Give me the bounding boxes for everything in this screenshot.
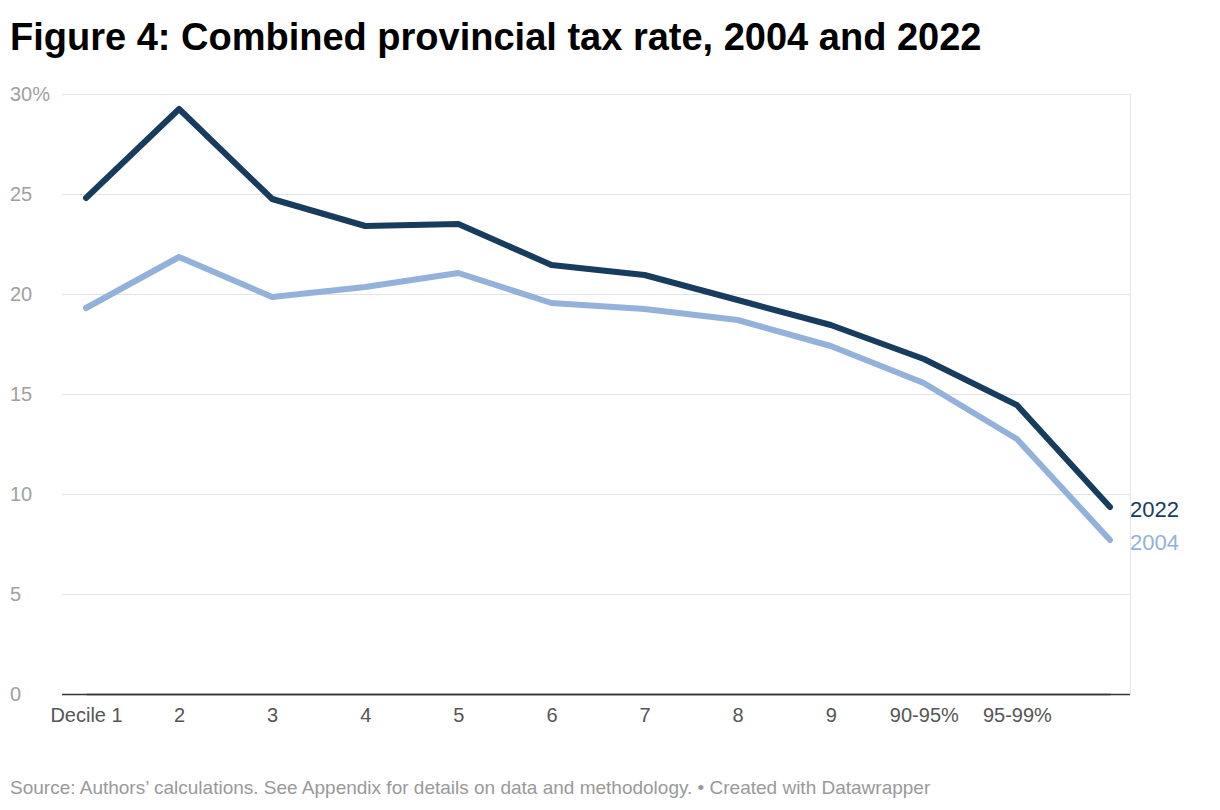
- x-tick-label: 3: [267, 704, 278, 726]
- x-tick: 4: [360, 694, 371, 726]
- x-tick: 9: [826, 694, 837, 726]
- series-label: 2004: [1130, 530, 1179, 555]
- y-tick-label: 20: [10, 283, 32, 305]
- grid-line: [62, 294, 1130, 295]
- x-tick: 3: [267, 694, 278, 726]
- x-tick-label: Decile 1: [50, 704, 122, 726]
- y-tick-label: 30%: [10, 83, 50, 105]
- x-axis: Decile 1 2 3 4 5 6 7 8 9 90-95% 95-99%: [50, 694, 1110, 726]
- chart: Figure 4: Combined provincial tax rate, …: [0, 0, 1220, 810]
- lines: [86, 109, 1110, 540]
- x-tick: 95-99%: [983, 694, 1052, 726]
- x-tick: 8: [733, 694, 744, 726]
- y-tick: 30%: [10, 83, 1130, 105]
- y-tick: 0: [10, 683, 1130, 705]
- series-line: [86, 109, 1110, 507]
- y-tick-label: 10: [10, 483, 32, 505]
- x-axis-line: [87, 694, 1111, 696]
- y-tick: 25: [10, 183, 1130, 205]
- x-tick: 2: [174, 694, 185, 726]
- x-tick-label: 2: [174, 704, 185, 726]
- x-tick-label: 5: [453, 704, 464, 726]
- grid-line: [62, 194, 1130, 195]
- x-tick: 7: [639, 694, 650, 726]
- x-tick-label: 9: [826, 704, 837, 726]
- x-tick: Decile 1: [50, 694, 122, 726]
- grid-line: [62, 394, 1130, 395]
- grid-line: [62, 94, 1130, 95]
- x-tick-label: 7: [639, 704, 650, 726]
- y-tick-label: 25: [10, 183, 32, 205]
- y-tick: 5: [10, 583, 1130, 605]
- x-tick-label: 95-99%: [983, 704, 1052, 726]
- y-tick: 10: [10, 483, 1130, 505]
- x-tick: 5: [453, 694, 464, 726]
- x-tick-label: 90-95%: [890, 704, 959, 726]
- x-tick-label: 4: [360, 704, 371, 726]
- x-tick: 6: [546, 694, 557, 726]
- x-tick-label: 6: [546, 704, 557, 726]
- series-line: [86, 257, 1110, 540]
- grid-line: [62, 594, 1130, 595]
- series-label: 2022: [1130, 497, 1179, 522]
- grid-line: [62, 494, 1130, 495]
- x-tick: 90-95%: [890, 694, 959, 726]
- grid-line: [62, 694, 1130, 696]
- y-tick: 15: [10, 383, 1130, 405]
- y-axis-line: [1130, 95, 1131, 695]
- y-axis: 0 5 10 15 20 25 30%: [10, 83, 1131, 705]
- line-labels: 2022 2004: [1130, 497, 1179, 555]
- y-tick-label: 15: [10, 383, 32, 405]
- y-tick-label: 0: [10, 683, 21, 705]
- x-tick-label: 8: [733, 704, 744, 726]
- title: Figure 4: Combined provincial tax rate, …: [10, 16, 981, 58]
- source: Source: Authors’ calculations. See Appen…: [10, 777, 931, 798]
- y-tick-label: 5: [10, 583, 21, 605]
